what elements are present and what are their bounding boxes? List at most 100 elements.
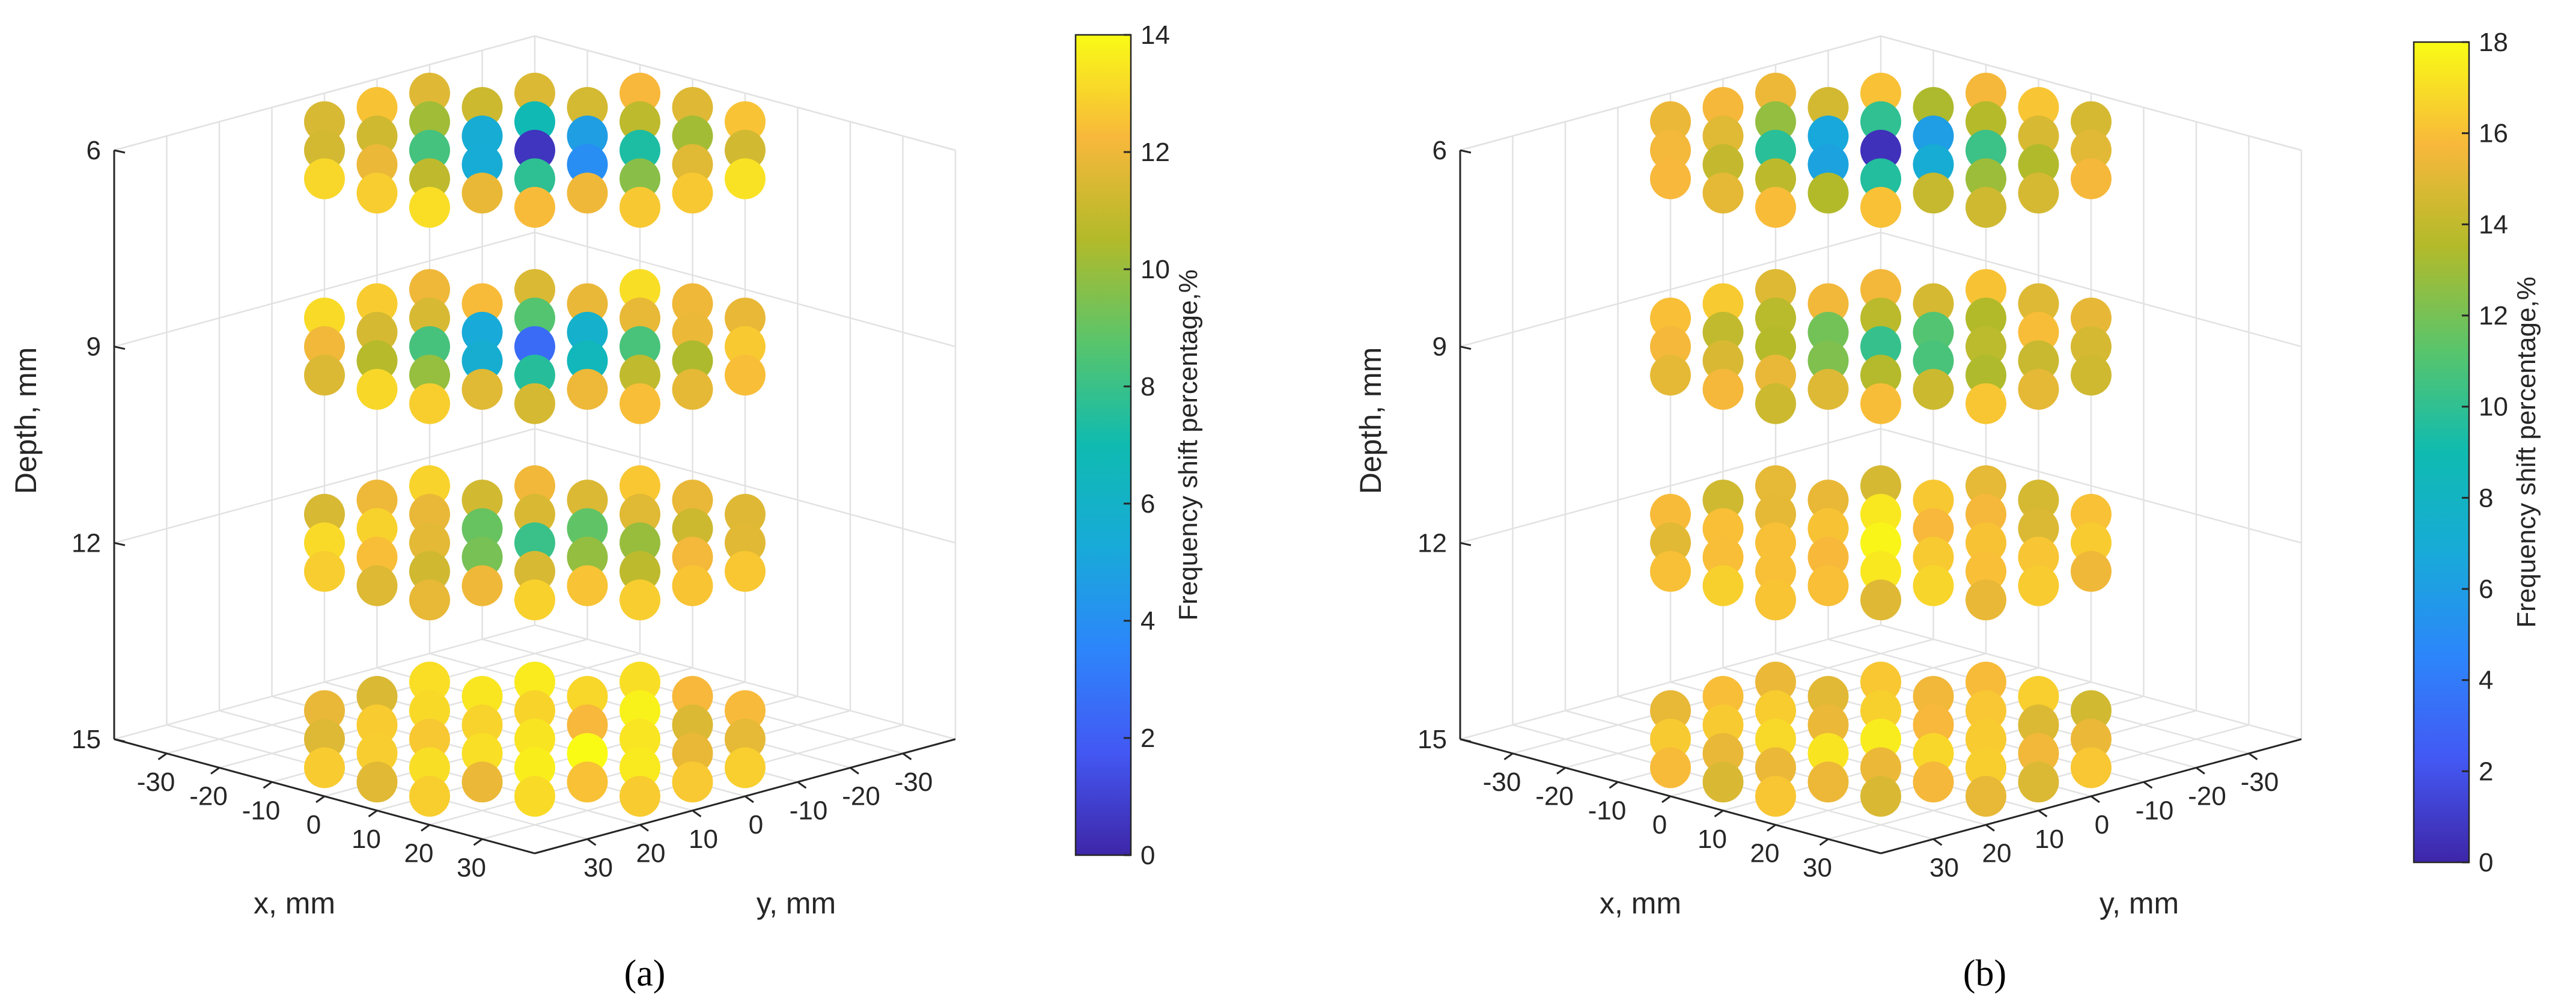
scatter-point	[514, 522, 555, 564]
scatter-point	[1860, 326, 1901, 367]
y-tick-label: 0	[749, 810, 763, 840]
y-axis-label: y, mm	[2099, 886, 2179, 920]
scatter-point	[2018, 172, 2059, 214]
scatter-point	[409, 579, 450, 621]
scatter-point	[1650, 550, 1691, 592]
scatter-point	[514, 130, 555, 171]
scatter-point	[1755, 187, 1796, 228]
scatter-point	[1860, 579, 1901, 621]
scatter-point	[1755, 719, 1796, 760]
x-tick-mark	[315, 795, 325, 803]
scatter-point	[567, 283, 608, 325]
scatter-point	[620, 355, 660, 396]
z-tick-label: 12	[72, 528, 101, 558]
scatter-point	[1965, 662, 2006, 703]
scatter-point	[1860, 130, 1901, 171]
scatter-point	[620, 326, 660, 367]
scatter-point	[514, 383, 555, 424]
scatter-point	[2071, 550, 2112, 592]
scatter-point	[461, 283, 503, 325]
scatter-point	[1965, 579, 2006, 621]
scatter-point	[514, 269, 555, 310]
scatter-point	[1755, 690, 1796, 731]
scatter-point	[304, 550, 345, 592]
x-tick-label: -10	[1588, 796, 1627, 825]
scatter-point	[620, 662, 660, 703]
x-tick-mark	[157, 752, 168, 760]
z-tick-mark	[1460, 149, 1472, 154]
scatter-point	[1702, 172, 1744, 214]
scatter-point	[725, 297, 766, 339]
z-tick-label: 6	[1433, 136, 1447, 165]
scatter-point	[2018, 537, 2059, 578]
scatter-point	[1965, 747, 2006, 788]
scatter-point	[1807, 733, 1849, 774]
scatter-point	[461, 565, 503, 606]
scatter-point	[1965, 269, 2006, 310]
y-tick-label: 20	[1982, 839, 2012, 868]
scatter-point	[409, 747, 450, 788]
scatter-point	[461, 87, 503, 128]
scatter-point	[672, 172, 713, 214]
x-tick-label: 30	[457, 853, 486, 882]
scatter-point	[2071, 158, 2112, 200]
scatter-point	[1702, 761, 1744, 803]
colorbar-tick-label: 2	[1140, 724, 1155, 753]
scatter-point	[409, 690, 450, 731]
scatter-point	[356, 283, 398, 325]
colorbar-tick-label: 14	[1140, 20, 1170, 50]
scatter-point	[2018, 368, 2059, 410]
scatter-point	[1965, 465, 2006, 507]
scatter-point	[620, 719, 660, 760]
scatter-point	[1702, 480, 1744, 521]
scatter-point	[567, 675, 608, 717]
scatter-point	[1702, 733, 1744, 774]
y-tick-mark	[2143, 781, 2153, 789]
x-tick-mark	[210, 767, 220, 775]
scatter-point	[409, 297, 450, 339]
x-tick-mark	[1714, 809, 1724, 817]
box-edge	[534, 35, 956, 151]
scatter-point	[1913, 565, 1954, 606]
scatter-point	[2018, 283, 2059, 325]
scatter-point	[567, 733, 608, 774]
scatter-point	[672, 565, 713, 606]
scatter-point	[1913, 537, 1954, 578]
scatter-point	[725, 690, 766, 731]
scatter-point	[1860, 73, 1901, 114]
scatter-point	[567, 87, 608, 128]
scatter-point	[567, 340, 608, 382]
scatter-point	[1702, 675, 1744, 717]
scatter-point	[514, 719, 555, 760]
colorbar	[1074, 34, 1132, 856]
scatter-point	[1913, 368, 1954, 410]
scatter-point	[2018, 311, 2059, 353]
scatter-point	[356, 537, 398, 578]
z-tick-mark	[114, 149, 126, 154]
scatter-point	[2071, 130, 2112, 171]
scatter-point	[356, 172, 398, 214]
y-tick-mark	[692, 809, 702, 817]
scatter-point	[725, 130, 766, 171]
scatter-point	[304, 101, 345, 142]
scatter-point	[1807, 537, 1849, 578]
scatter-point	[461, 508, 503, 549]
colorbar-tick-label: 0	[2479, 848, 2493, 877]
scatter-point	[1807, 480, 1849, 521]
scatter-point	[1702, 704, 1744, 746]
scatter-point	[409, 493, 450, 535]
scatter-point	[304, 326, 345, 367]
z-tick-label: 6	[87, 136, 101, 165]
y-tick-mark	[1985, 824, 1995, 832]
scatter-point	[620, 297, 660, 339]
box-edge	[1880, 35, 2302, 151]
scatter-point	[1807, 115, 1849, 157]
scatter-point	[461, 733, 503, 774]
scatter-point	[1913, 311, 1954, 353]
scatter-point	[1860, 776, 1901, 817]
scatter-point	[409, 465, 450, 507]
scatter-point	[1965, 719, 2006, 760]
scatter-point	[461, 675, 503, 717]
